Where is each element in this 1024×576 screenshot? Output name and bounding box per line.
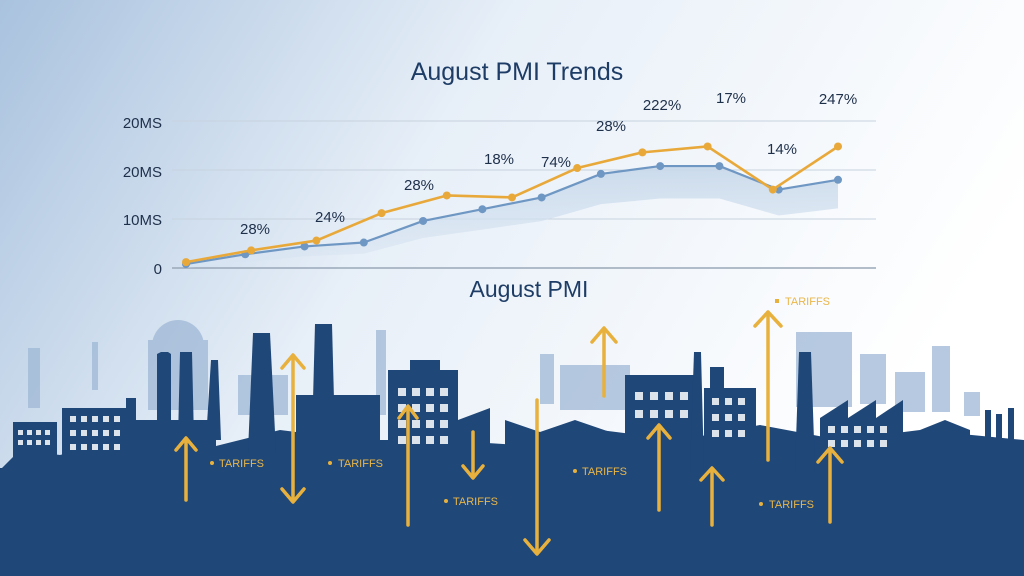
y-tick-label: 0 (154, 261, 162, 278)
data-label: 17% (716, 90, 746, 107)
data-point (442, 191, 451, 200)
arrow-up-down-icon (280, 353, 306, 504)
data-point (715, 162, 724, 171)
y-tick-label: 20MS (123, 115, 162, 132)
plot-area (182, 142, 842, 269)
tariff-tag: TARIFFS (338, 458, 383, 470)
tag-bullet (573, 469, 577, 473)
tariff-arrows (174, 310, 844, 556)
arrow-down-icon (523, 398, 551, 556)
data-point (478, 205, 487, 214)
data-point (182, 258, 190, 267)
series-line (185, 164, 839, 266)
tariff-tags: TARIFFS TARIFFS TARIFFS TARIFFS TARIFFS … (210, 296, 830, 511)
data-point (247, 246, 256, 255)
confidence-band (186, 166, 838, 268)
tariff-tag: TARIFFS (769, 499, 814, 511)
data-point (703, 142, 712, 151)
tariff-tag: TARIFFS (219, 458, 264, 470)
data-point (596, 169, 605, 178)
arrow-up-icon (699, 466, 725, 527)
tag-bullet (775, 299, 779, 303)
tariff-tag: TARIFFS (785, 296, 830, 308)
data-point (573, 164, 582, 173)
chart-title: August PMI Trends (411, 58, 624, 86)
data-point (508, 193, 516, 202)
data-label: 24% (315, 209, 345, 226)
tag-bullet (328, 461, 332, 465)
data-label: 28% (240, 221, 270, 238)
data-point (834, 175, 842, 184)
data-labels: 28% 24% 28% 18% 74% 28% 222% 17% 14% 247… (240, 90, 857, 238)
data-point (656, 162, 665, 171)
data-label: 28% (404, 177, 434, 194)
data-label: 18% (484, 151, 514, 168)
y-axis-ticks: 0 10MS 20MS 20MS (123, 115, 162, 278)
data-point (419, 216, 428, 225)
y-tick-label: 10MS (123, 212, 162, 229)
data-point (537, 193, 546, 202)
y-tick-label: 20MS (123, 164, 162, 181)
data-label: 222% (643, 97, 681, 114)
data-point (768, 185, 777, 194)
building-windows (18, 388, 887, 450)
data-point (377, 209, 386, 218)
tag-bullet (444, 499, 448, 503)
arrow-up-icon (397, 404, 419, 527)
data-label: 28% (596, 118, 626, 135)
arrow-up-icon (590, 326, 618, 398)
arrow-up-icon (646, 423, 672, 512)
tariff-tag: TARIFFS (453, 496, 498, 508)
data-label: 14% (767, 141, 797, 158)
chart-subtitle: August PMI (470, 276, 589, 302)
arrow-up-icon (174, 436, 198, 502)
arrow-up-icon (816, 446, 844, 524)
data-point (300, 242, 309, 251)
data-point (834, 142, 842, 151)
data-label: 74% (541, 154, 571, 171)
arrow-up-icon (753, 310, 783, 462)
tariff-tag: TARIFFS (582, 466, 627, 478)
data-point (312, 236, 321, 245)
arrow-down-icon (461, 430, 485, 480)
data-label: 247% (819, 91, 857, 108)
data-point (638, 148, 647, 157)
tag-bullet (210, 461, 214, 465)
data-point (359, 238, 368, 247)
tag-bullet (759, 502, 763, 506)
